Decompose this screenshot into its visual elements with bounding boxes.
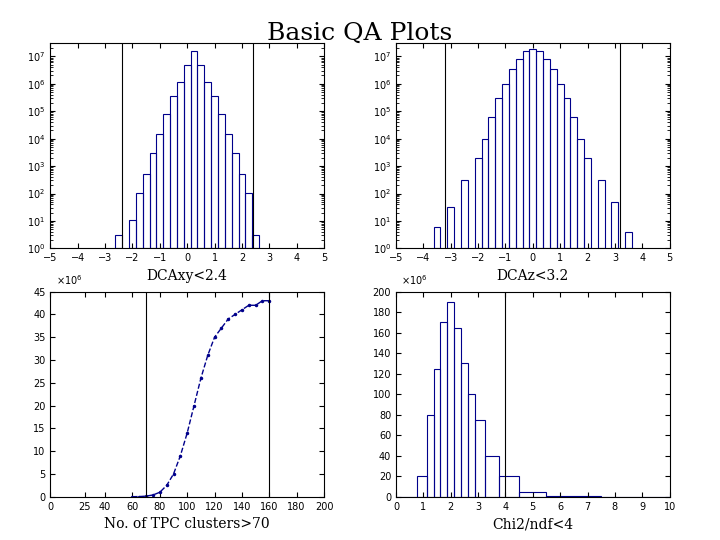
Bar (232, 153, 238, 248)
Bar (191, 51, 197, 248)
Bar (550, 69, 557, 248)
Bar (502, 84, 509, 248)
Bar (156, 134, 163, 248)
Bar (252, 235, 259, 248)
Bar (433, 368, 441, 497)
Bar (136, 193, 143, 248)
Bar (427, 415, 433, 497)
Bar (150, 153, 156, 248)
Bar (238, 174, 246, 248)
Bar (474, 158, 482, 248)
Bar (543, 59, 550, 248)
Bar (170, 96, 177, 248)
X-axis label: Chi2/ndf<4: Chi2/ndf<4 (492, 517, 573, 531)
Bar (143, 174, 150, 248)
Bar (584, 158, 591, 248)
Bar (519, 491, 546, 497)
Bar (570, 117, 577, 248)
Bar (129, 220, 136, 248)
Bar (536, 51, 543, 248)
Bar (204, 82, 211, 248)
X-axis label: DCAxy<2.4: DCAxy<2.4 (147, 269, 228, 283)
Bar (447, 207, 454, 248)
X-axis label: No. of TPC clusters>70: No. of TPC clusters>70 (104, 517, 270, 531)
Bar (197, 65, 204, 248)
Bar (498, 476, 519, 497)
Bar (461, 363, 468, 497)
Bar (611, 201, 618, 248)
Bar (557, 84, 564, 248)
Bar (482, 139, 488, 248)
Bar (516, 59, 523, 248)
Bar (564, 98, 570, 248)
Bar (115, 235, 122, 248)
Bar (598, 180, 605, 248)
Bar (495, 98, 502, 248)
Bar (163, 114, 170, 248)
Text: $\times10^6$: $\times10^6$ (56, 274, 83, 287)
Bar (577, 139, 584, 248)
Bar (468, 394, 474, 497)
Bar (488, 117, 495, 248)
Bar (523, 51, 529, 248)
Bar (454, 327, 461, 497)
Bar (447, 302, 454, 497)
Bar (625, 232, 632, 248)
Text: Basic QA Plots: Basic QA Plots (267, 22, 453, 45)
X-axis label: DCAz<3.2: DCAz<3.2 (497, 269, 569, 283)
Bar (461, 180, 468, 248)
Bar (441, 322, 447, 497)
Bar (529, 49, 536, 248)
Bar (417, 476, 427, 497)
Bar (433, 227, 441, 248)
Bar (184, 65, 191, 248)
Bar (546, 496, 574, 497)
Bar (218, 114, 225, 248)
Bar (509, 69, 516, 248)
Bar (246, 193, 252, 248)
Bar (211, 96, 218, 248)
Text: $\times10^6$: $\times10^6$ (402, 274, 428, 287)
Bar (177, 82, 184, 248)
Bar (485, 456, 499, 497)
Bar (225, 134, 232, 248)
Bar (474, 420, 485, 497)
